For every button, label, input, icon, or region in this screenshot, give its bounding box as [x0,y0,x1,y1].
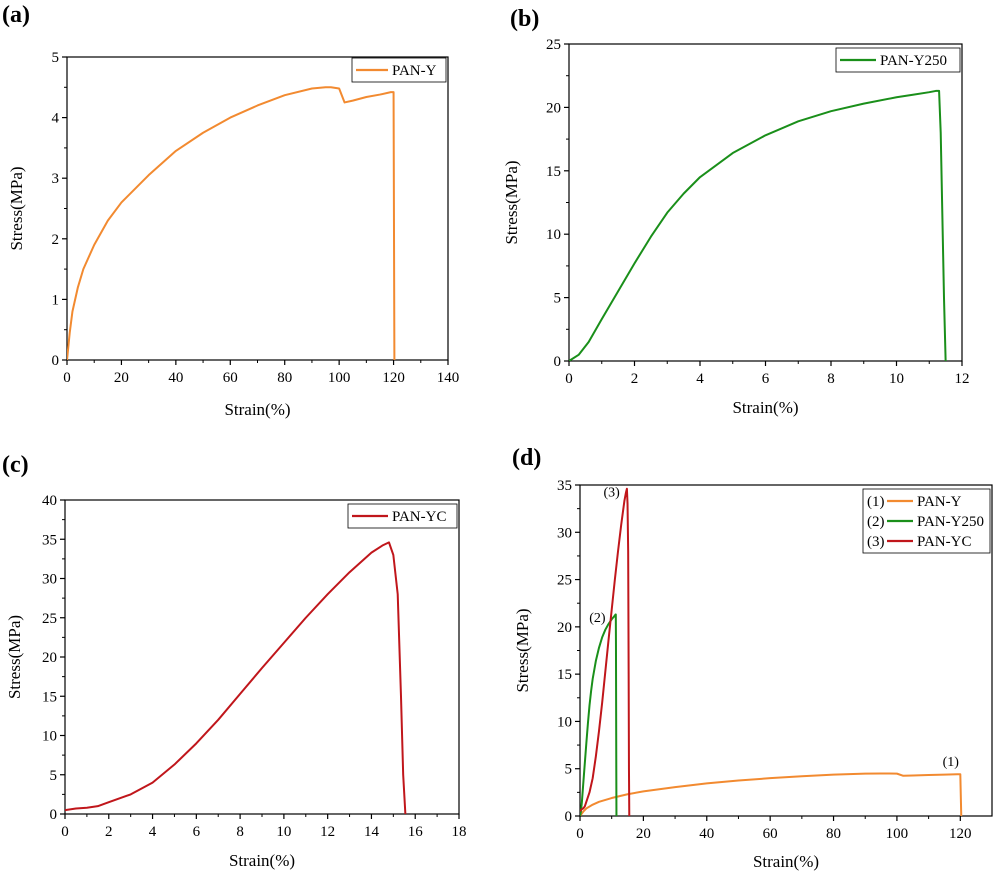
curve-annotation: (3) [604,485,621,500]
plot-frame [568,43,963,362]
y-tick-label: 10 [42,729,57,745]
chart-panel-3: (d) 0 20 40 60 80 100 120 0 5 10 15 20 25 30 35 Strain(%… [512,445,993,871]
x-tick-label: 40 [699,826,714,842]
x-tick-label: 60 [763,826,778,842]
x-tick-label: 2 [105,824,113,840]
x-tick-label: 80 [277,370,292,386]
x-tick-label: 20 [114,370,129,386]
y-tick-label: 4 [52,111,60,127]
y-tick-label: 0 [52,353,60,369]
x-tick-label: 10 [889,371,904,387]
x-tick-label: 10 [276,824,291,840]
x-tick-label: 12 [320,824,335,840]
series-line-0 [580,772,963,816]
y-tick-label: 20 [546,100,561,116]
x-axis-label: Strain(%) [732,398,798,417]
series-line-0 [569,89,947,361]
y-tick-label: 0 [565,809,573,825]
y-tick-label: 30 [42,572,57,588]
legend-entry: PAN-Y250 [917,514,984,530]
y-tick-label: 5 [554,291,562,307]
panel-label: (a) [2,2,30,28]
y-axis-label: Stress(MPa) [513,608,532,692]
chart-panel-2: (c) 0 2 4 6 8 10 12 14 16 18 0 5 10 15 20 25 30 35 40 Strain… [2,452,467,870]
x-tick-label: 8 [827,371,835,387]
panel-label: (d) [512,445,541,471]
y-tick-label: 0 [50,807,58,823]
y-axis-label: Stress(MPa) [5,615,24,699]
x-axis-label: Strain(%) [224,400,290,419]
x-tick-label: 120 [949,826,972,842]
legend-entry: PAN-YC [392,509,446,525]
x-tick-label: 120 [382,370,405,386]
y-tick-label: 2 [52,232,60,248]
y-tick-label: 25 [42,611,57,627]
y-axis-label: Stress(MPa) [502,160,521,244]
y-tick-label: 35 [42,532,57,548]
y-tick-label: 10 [557,714,572,730]
x-tick-label: 4 [696,371,704,387]
y-tick-label: 30 [557,525,572,541]
chart-panel-1: (b) 0 2 4 6 8 10 12 0 5 10 15 20 25 Strain(%) Stress(MP… [502,6,970,417]
x-tick-label: 40 [168,370,183,386]
x-tick-label: 8 [236,824,244,840]
y-tick-label: 20 [42,650,57,666]
series-line-2 [580,487,631,816]
curve-annotation: (1) [943,755,960,770]
x-tick-label: 0 [63,370,71,386]
x-tick-label: 0 [61,824,69,840]
panel-label: (c) [2,452,29,478]
x-tick-label: 18 [452,824,467,840]
legend-marker-label: (3) [867,534,885,550]
series-line-1 [580,613,618,816]
y-tick-label: 40 [42,493,57,509]
x-tick-label: 12 [955,371,970,387]
y-tick-label: 0 [554,354,562,370]
series-line-0 [67,86,396,360]
legend-entry: PAN-Y250 [880,53,947,69]
x-tick-label: 6 [762,371,770,387]
y-tick-label: 15 [42,689,57,705]
legend-marker-label: (1) [867,494,885,510]
x-tick-label: 0 [576,826,584,842]
y-tick-label: 5 [50,768,58,784]
x-axis-label: Strain(%) [753,852,819,871]
y-tick-label: 25 [557,573,572,589]
y-axis-label: Stress(MPa) [7,166,26,250]
y-tick-label: 10 [546,227,561,243]
y-tick-label: 5 [565,762,573,778]
curve-annotation: (2) [589,611,606,626]
x-tick-label: 100 [328,370,351,386]
legend-marker-label: (2) [867,514,885,530]
y-tick-label: 3 [52,171,60,187]
chart-panel-0: (a) 0 20 40 60 80 100 120 140 0 1 2 3 4 5 Strain(%) Stre… [2,2,459,419]
x-tick-label: 6 [193,824,201,840]
y-tick-label: 20 [557,620,572,636]
legend-entry: PAN-Y [917,494,962,510]
x-tick-label: 2 [631,371,639,387]
x-tick-label: 16 [408,824,424,840]
y-tick-label: 5 [52,50,60,66]
panel-label: (b) [510,6,539,32]
y-tick-label: 25 [546,37,561,53]
legend-box [862,488,991,554]
plot-frame [66,56,449,361]
x-tick-label: 0 [565,371,573,387]
series-line-0 [65,541,407,814]
x-tick-label: 4 [149,824,157,840]
x-tick-label: 20 [636,826,651,842]
legend-entry: PAN-YC [917,534,971,550]
x-tick-label: 14 [364,824,380,840]
y-tick-label: 15 [557,667,572,683]
x-tick-label: 60 [223,370,238,386]
y-tick-label: 15 [546,164,561,180]
y-tick-label: 35 [557,478,572,494]
y-tick-label: 1 [52,292,60,308]
legend-entry: PAN-Y [392,63,437,79]
x-axis-label: Strain(%) [229,851,295,870]
x-tick-label: 80 [826,826,841,842]
x-tick-label: 100 [886,826,909,842]
x-tick-label: 140 [437,370,460,386]
